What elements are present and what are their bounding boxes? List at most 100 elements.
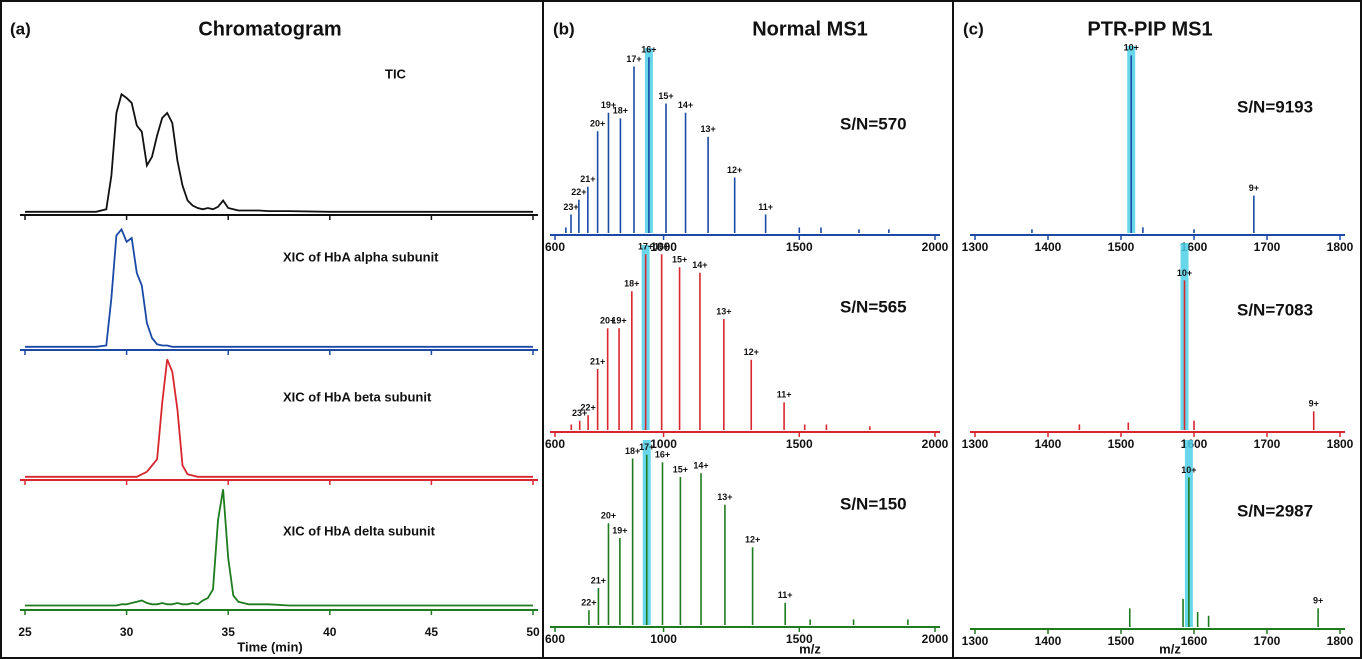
peak-label: 10+ — [1177, 268, 1192, 278]
peak-label: 13+ — [716, 306, 731, 316]
peak-label: 14+ — [693, 461, 708, 471]
x-tick-label: 1500 — [786, 632, 813, 646]
panel-label: (b) — [553, 19, 575, 38]
x-tick-label: 1400 — [1035, 437, 1062, 451]
x-tick-label: 1000 — [650, 632, 677, 646]
peak-label: 12+ — [745, 535, 760, 545]
peak-label: 15+ — [658, 91, 673, 101]
peak-label: 11+ — [778, 590, 793, 600]
panel-label: (c) — [963, 19, 984, 38]
x-tick-label: 1300 — [962, 240, 989, 254]
panel-title: Chromatogram — [198, 18, 341, 40]
x-tick-label: 1400 — [1035, 634, 1062, 648]
peak-label: 21+ — [590, 356, 605, 366]
trace-label: XIC of HbA delta subunit — [283, 523, 436, 538]
peak-label: 13+ — [700, 124, 715, 134]
peak-label: 17+ — [626, 54, 641, 64]
x-tick-label: 1600 — [1181, 437, 1208, 451]
x-tick-label: 2000 — [922, 632, 949, 646]
trace-label: TIC — [385, 66, 407, 81]
x-tick-label: 1000 — [650, 240, 677, 254]
peak-label: 12+ — [727, 165, 742, 175]
peak-label: 22+ — [571, 187, 586, 197]
x-tick-label: 1800 — [1327, 437, 1354, 451]
x-axis-title: m/z — [1159, 641, 1181, 656]
x-tick-label: 1600 — [1181, 634, 1208, 648]
signal-to-noise: S/N=2987 — [1237, 501, 1313, 520]
signal-to-noise: S/N=9193 — [1237, 97, 1313, 116]
peak-label: 20+ — [600, 316, 615, 326]
peak-label: 22+ — [581, 598, 596, 608]
x-tick-label: 1500 — [1108, 240, 1135, 254]
x-tick-label: 1500 — [786, 240, 813, 254]
x-tick-label: 2000 — [922, 437, 949, 451]
x-tick-label: 1800 — [1327, 240, 1354, 254]
panel-title: Normal MS1 — [752, 18, 868, 40]
x-tick-label: 2000 — [922, 240, 949, 254]
peak-label: 16+ — [655, 450, 670, 460]
peak-label: 17+ — [639, 442, 654, 452]
signal-to-noise: S/N=7083 — [1237, 300, 1313, 319]
peak-label: 10+ — [1124, 43, 1139, 53]
peak-label: 9+ — [1309, 399, 1319, 409]
peak-label: 16+ — [641, 45, 656, 55]
peak-label: 9+ — [1313, 596, 1323, 606]
peak-label: 20+ — [601, 511, 616, 521]
x-tick-label: 1700 — [1254, 634, 1281, 648]
x-tick-label: 1000 — [650, 437, 677, 451]
trace-label: XIC of HbA alpha subunit — [283, 249, 439, 264]
peak-label: 19+ — [612, 525, 627, 535]
x-tick-label: 25 — [18, 625, 32, 639]
trace — [25, 227, 533, 348]
x-tick-label: 1700 — [1254, 437, 1281, 451]
peak-label: 23+ — [563, 202, 578, 212]
x-tick-label: 1500 — [786, 437, 813, 451]
x-tick-label: 1700 — [1254, 240, 1281, 254]
panel-title: PTR-PIP MS1 — [1087, 18, 1212, 40]
peak-label: 12+ — [744, 347, 759, 357]
trace — [25, 92, 533, 213]
trace — [25, 489, 533, 607]
peak-label: 10+ — [1181, 465, 1196, 475]
x-tick-label: 1300 — [962, 634, 989, 648]
peak-label: 22+ — [580, 403, 595, 413]
peak-label: 9+ — [1249, 183, 1259, 193]
trace — [25, 358, 533, 478]
x-tick-label: 30 — [120, 625, 134, 639]
x-tick-label: 1800 — [1327, 634, 1354, 648]
peak-label: 11+ — [758, 202, 773, 212]
x-tick-label: 45 — [425, 625, 439, 639]
x-tick-label: 1300 — [962, 437, 989, 451]
x-tick-label: 600 — [545, 632, 565, 646]
x-tick-label: 1400 — [1035, 240, 1062, 254]
x-tick-label: 600 — [545, 437, 565, 451]
x-axis-title: Time (min) — [237, 639, 303, 654]
peak-label: 11+ — [777, 390, 792, 400]
x-axis-title: m/z — [799, 641, 821, 656]
signal-to-noise: S/N=150 — [840, 494, 907, 513]
peak-label: 15+ — [672, 255, 687, 265]
peak-label: 15+ — [673, 464, 688, 474]
peak-label: 14+ — [692, 260, 707, 270]
signal-to-noise: S/N=565 — [840, 297, 907, 316]
peak-label: 18+ — [625, 446, 640, 456]
peak-label: 16+ — [654, 242, 669, 252]
peak-label: 13+ — [717, 492, 732, 502]
x-tick-label: 35 — [222, 625, 236, 639]
peak-label: 20+ — [590, 119, 605, 129]
trace-label: XIC of HbA beta subunit — [283, 389, 432, 404]
x-tick-label: 1500 — [1108, 437, 1135, 451]
peak-label: 14+ — [678, 100, 693, 110]
peak-label: 21+ — [580, 174, 595, 184]
x-tick-label: 40 — [323, 625, 337, 639]
peak-label: 18+ — [624, 279, 639, 289]
peak-label: 23+ — [572, 408, 587, 418]
peak-label: 21+ — [591, 575, 606, 585]
peak-label: 19+ — [601, 100, 616, 110]
peak-label: 18+ — [613, 106, 628, 116]
x-tick-label: 1500 — [1108, 634, 1135, 648]
x-tick-label: 50 — [526, 625, 540, 639]
peak-label: 19+ — [611, 316, 626, 326]
